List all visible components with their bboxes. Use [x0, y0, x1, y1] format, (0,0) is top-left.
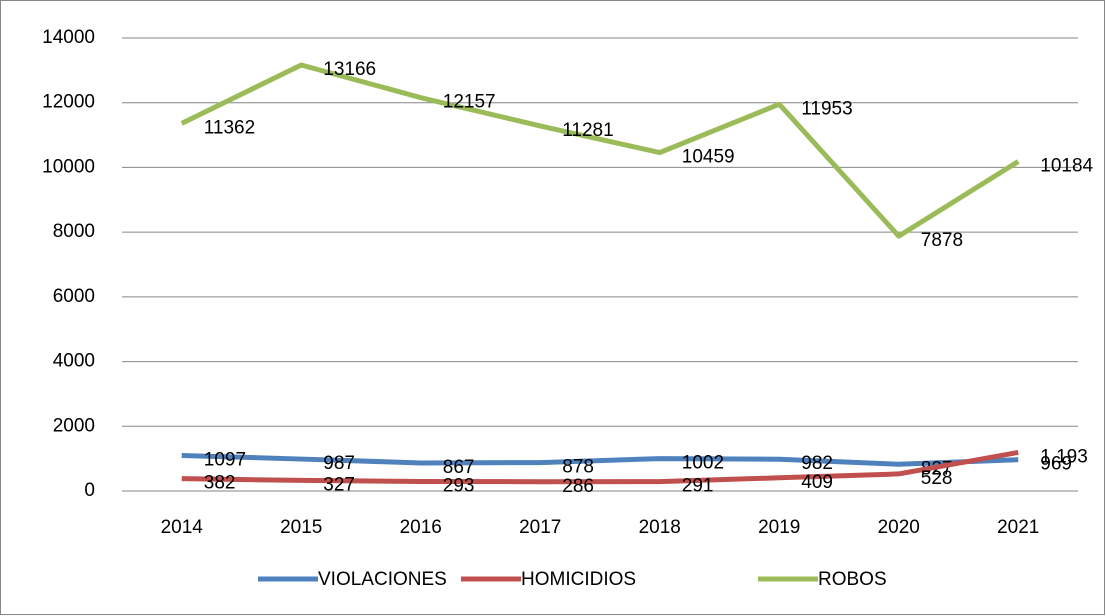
y-tick-label: 12000: [42, 92, 95, 113]
data-label: 10459: [682, 147, 735, 168]
legend-label: VIOLACIONES: [318, 569, 447, 590]
y-tick-label: 6000: [53, 286, 95, 307]
y-tick-label: 2000: [53, 415, 95, 436]
x-tick-label: 2020: [878, 517, 920, 538]
legend-label: HOMICIDIOS: [521, 569, 636, 590]
data-label: 969: [1040, 454, 1072, 475]
data-label: 12157: [443, 92, 496, 113]
data-label: 982: [801, 453, 833, 474]
x-tick-label: 2019: [758, 517, 800, 538]
y-tick-label: 14000: [42, 27, 95, 48]
data-label: 13166: [323, 59, 376, 80]
x-tick-label: 2021: [997, 517, 1039, 538]
legend-label: ROBOS: [818, 569, 887, 590]
data-label: 291: [682, 476, 714, 497]
y-tick-label: 8000: [53, 221, 95, 242]
data-label: 1097: [204, 450, 246, 471]
data-label: 7878: [921, 230, 963, 251]
series-line: [181, 453, 1019, 467]
data-label: 1,193: [1040, 446, 1088, 467]
data-label: 11281: [562, 120, 613, 141]
x-tick-label: 2014: [161, 517, 204, 538]
data-label: 878: [562, 457, 594, 478]
data-label: 1002: [682, 453, 724, 474]
data-label: 11953: [801, 98, 852, 119]
data-label: 409: [801, 472, 833, 493]
data-label: 382: [204, 473, 236, 494]
data-label: 987: [323, 453, 355, 474]
x-tick-label: 2016: [400, 517, 442, 538]
x-tick-label: 2015: [280, 517, 322, 538]
data-label: 11362: [204, 117, 255, 138]
data-label: 327: [323, 474, 355, 495]
y-tick-label: 4000: [53, 351, 95, 372]
x-tick-label: 2018: [639, 517, 681, 538]
x-tick-label: 2017: [519, 517, 561, 538]
data-label: 293: [443, 476, 475, 497]
y-tick-label: 0: [84, 480, 95, 501]
series-line: [181, 449, 1019, 485]
data-label: 528: [921, 468, 953, 489]
y-tick-label: 10000: [42, 156, 95, 177]
data-label: 867: [443, 457, 475, 478]
series-line: [180, 62, 1020, 239]
data-label: 286: [562, 476, 594, 497]
data-label: 10184: [1040, 155, 1093, 176]
